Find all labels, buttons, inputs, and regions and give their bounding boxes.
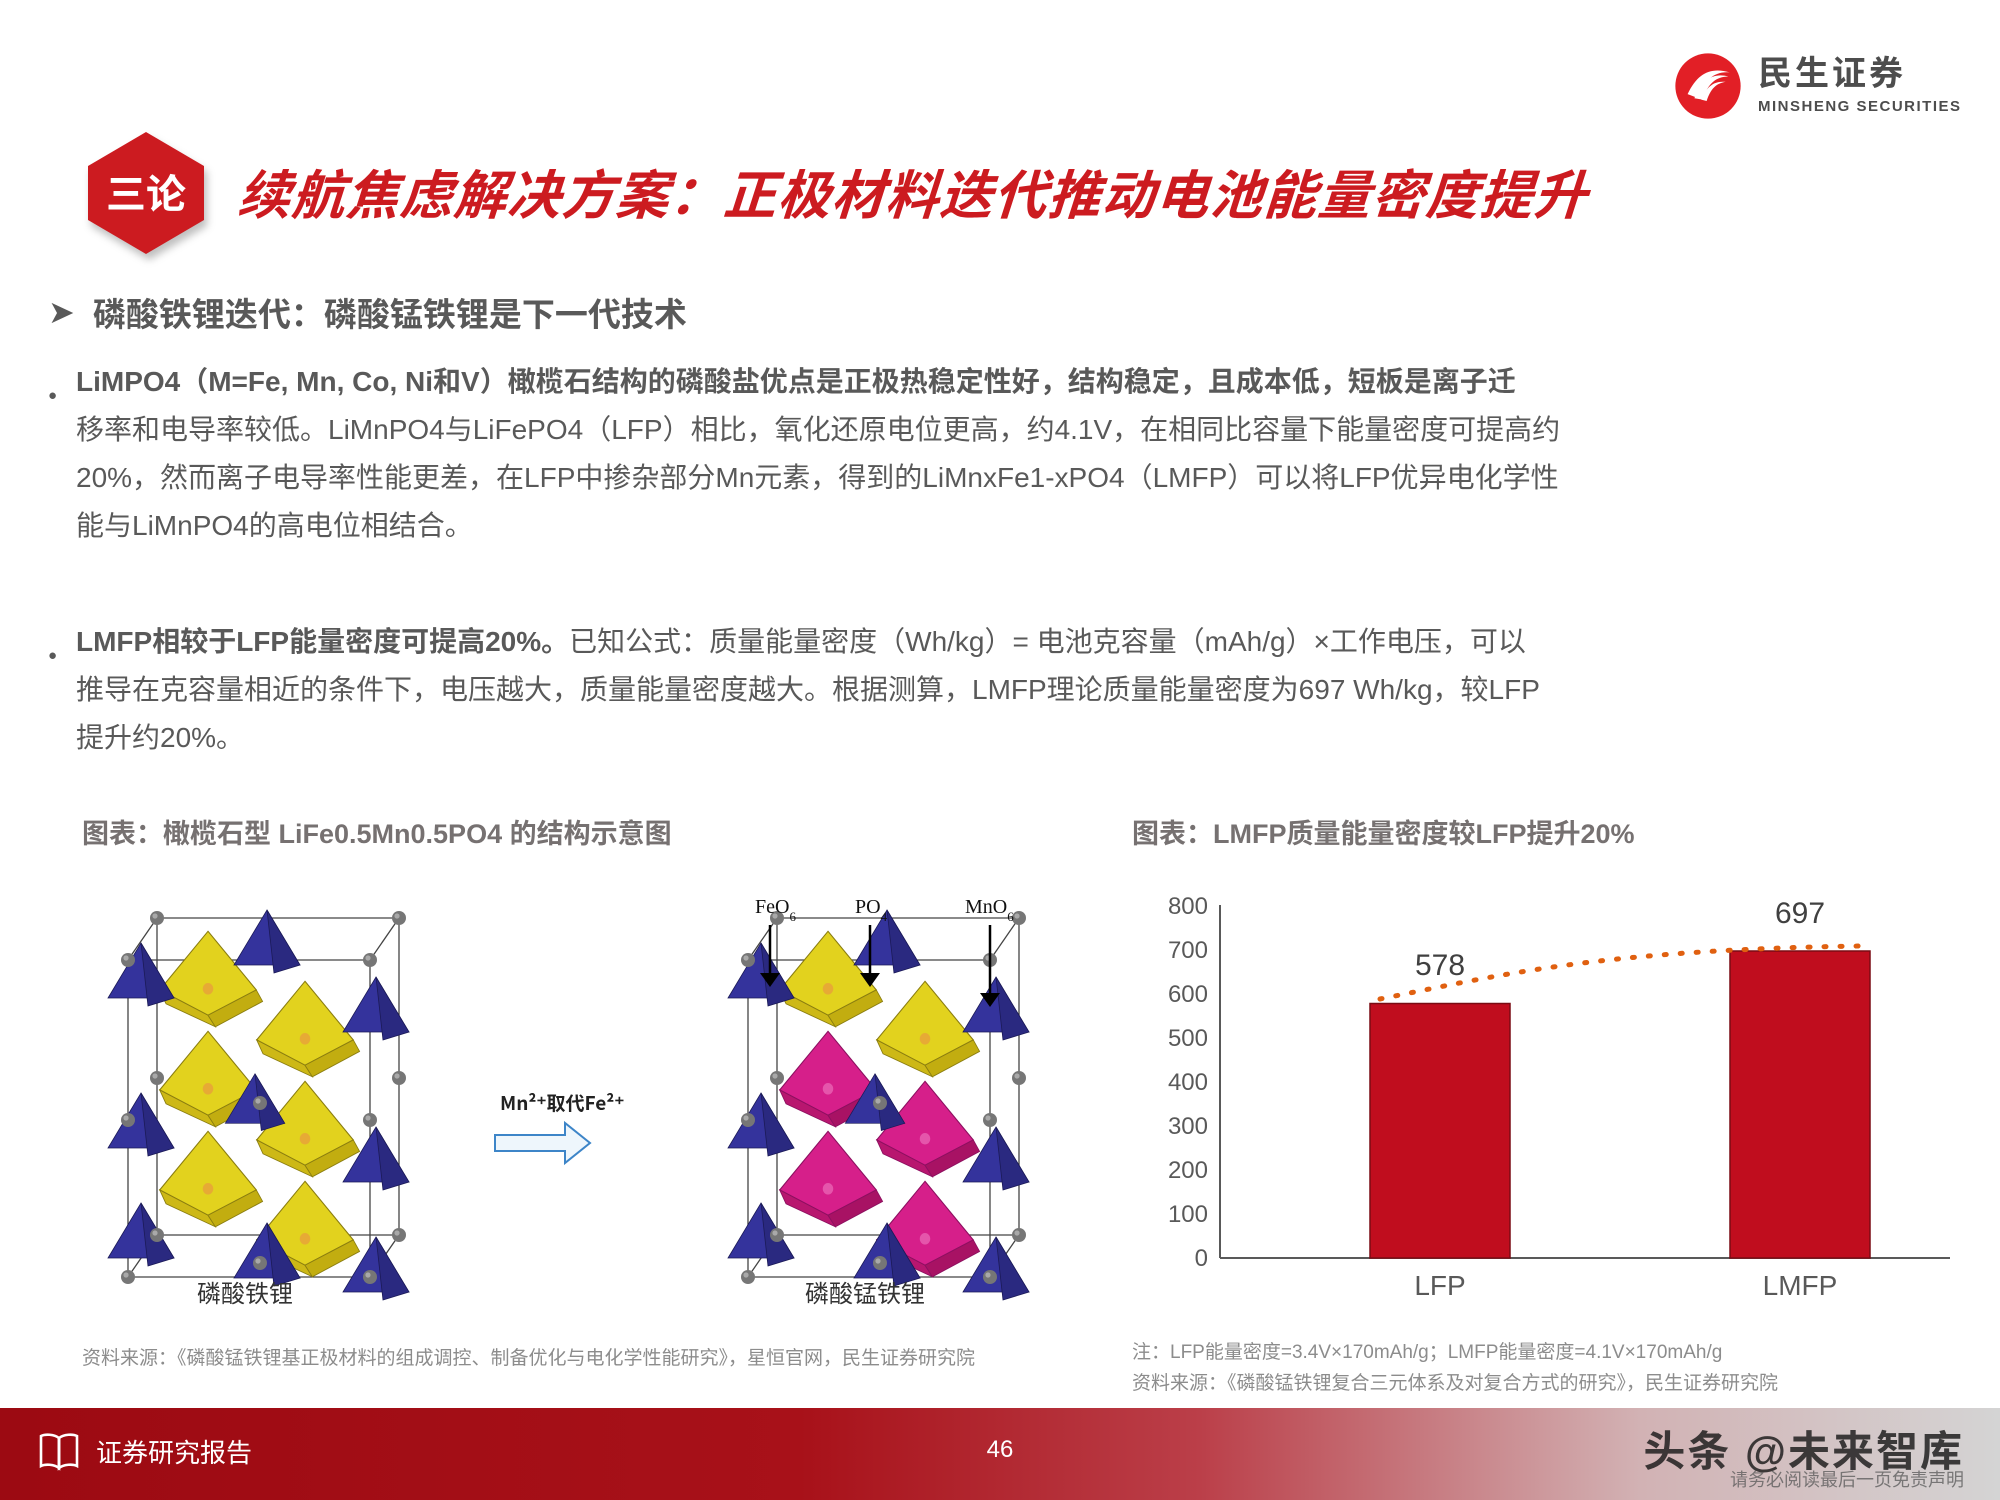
svg-text:400: 400 — [1168, 1069, 1208, 1096]
svg-text:MnO6: MnO6 — [965, 896, 1014, 924]
svg-text:200: 200 — [1168, 1157, 1208, 1184]
svg-text:磷酸铁锂: 磷酸铁锂 — [197, 1274, 293, 1305]
svg-text:600: 600 — [1168, 981, 1208, 1008]
svg-text:800: 800 — [1168, 895, 1208, 920]
svg-text:697: 697 — [1775, 897, 1825, 930]
svg-text:LFP: LFP — [1414, 1270, 1465, 1295]
svg-text:300: 300 — [1168, 1113, 1208, 1140]
svg-text:三论: 三论 — [106, 162, 186, 220]
svg-text:Mn²⁺取代Fe²⁺: Mn²⁺取代Fe²⁺ — [500, 1089, 624, 1116]
svg-text:0: 0 — [1195, 1245, 1208, 1272]
svg-text:PO4: PO4 — [855, 896, 888, 924]
svg-text:700: 700 — [1168, 937, 1208, 964]
svg-text:500: 500 — [1168, 1025, 1208, 1052]
svg-text:磷酸锰铁锂: 磷酸锰铁锂 — [805, 1274, 925, 1305]
svg-text:100: 100 — [1168, 1201, 1208, 1228]
svg-text:LMFP: LMFP — [1763, 1270, 1838, 1295]
svg-text:578: 578 — [1415, 949, 1465, 982]
